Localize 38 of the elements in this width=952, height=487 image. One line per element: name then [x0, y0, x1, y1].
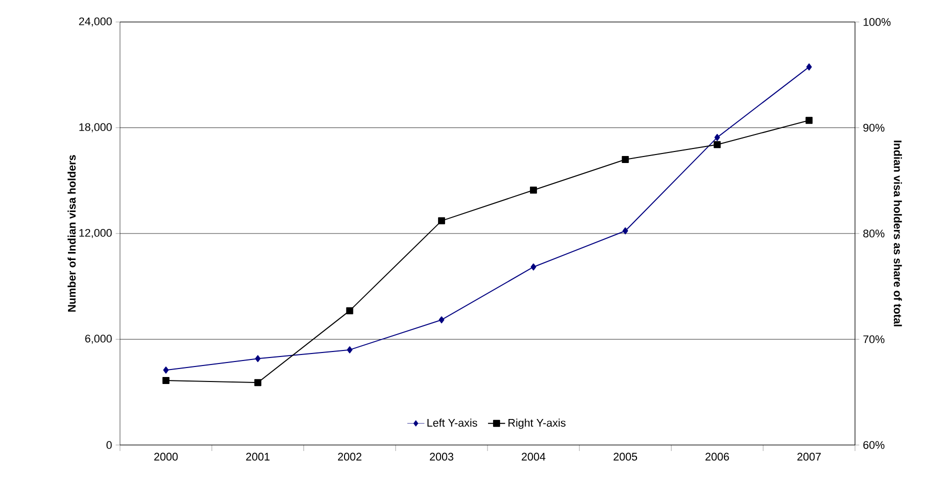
- x-tick-label: 2000: [154, 452, 178, 461]
- y2-tick-label: 70%: [863, 335, 884, 344]
- y-tick-label: 0: [106, 441, 112, 449]
- point: [806, 116, 813, 124]
- x-tick-label: 2006: [706, 452, 729, 461]
- point: [622, 156, 629, 163]
- y-axis-title: Number of Indian visa holders: [68, 155, 76, 312]
- point: [622, 227, 628, 234]
- y2-axis-title: Indian visa holders as share of total: [894, 140, 902, 326]
- point: [714, 141, 721, 148]
- x-tick-label: 2005: [614, 452, 638, 461]
- y2-tick-label: 100%: [864, 18, 891, 26]
- y-tick-label: 6,000: [85, 334, 112, 344]
- y-tick-label: 12,000: [79, 228, 112, 238]
- y2-tick-label: 80%: [863, 230, 884, 238]
- point: [162, 376, 170, 384]
- point: [346, 307, 354, 314]
- y2-tick-label: 60%: [863, 441, 884, 449]
- point: [346, 346, 352, 354]
- x-tick-label: 2003: [430, 452, 454, 461]
- legend-label: Right Y-axis: [508, 418, 566, 429]
- y2-tick-label: 90%: [863, 124, 884, 132]
- point: [530, 186, 537, 194]
- point: [438, 316, 444, 324]
- x-tick-label: 2001: [246, 452, 270, 461]
- legend-label: Left Y-axis: [427, 418, 478, 427]
- point: [254, 379, 262, 386]
- point: [714, 134, 720, 141]
- point: [806, 63, 812, 70]
- point: [255, 355, 261, 362]
- y-tick-label: 18,000: [79, 123, 112, 132]
- point: [438, 217, 446, 224]
- y-tick-label: 24,000: [79, 17, 112, 27]
- point: [530, 263, 536, 270]
- x-tick-label: 2007: [797, 452, 821, 461]
- x-tick-label: 2002: [338, 452, 362, 461]
- x-tick-label: 2004: [522, 452, 546, 461]
- point: [163, 366, 169, 374]
